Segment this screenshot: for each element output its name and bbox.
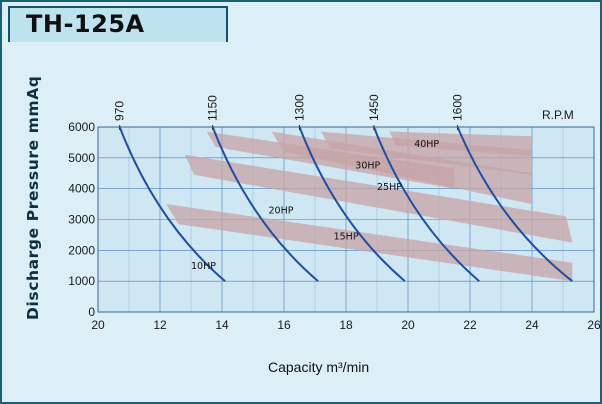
hp-band <box>389 131 532 157</box>
y-axis-label: Discharge Pressure mmAq <box>24 76 42 320</box>
x-tick-label: 22 <box>463 318 477 332</box>
x-tick-label: 20 <box>91 318 105 332</box>
x-tick-label: 20 <box>401 318 415 332</box>
plot-border <box>97 126 595 313</box>
hp-label: 20HP <box>269 205 294 216</box>
y-tick-label: 3000 <box>68 213 95 227</box>
rpm-label: 970 <box>113 101 127 121</box>
rpm-label: 1450 <box>367 94 381 121</box>
y-tick-label: 4000 <box>68 182 95 196</box>
hp-band <box>321 131 532 175</box>
x-axis-label: Capacity m³/min <box>268 359 369 375</box>
x-ticks: 20 12 14 16 18 20 22 24 26 <box>91 318 601 332</box>
rpm-axis-label: R.P.M <box>542 108 574 122</box>
rpm-curve <box>298 126 406 282</box>
x-tick-label: 24 <box>525 318 539 332</box>
rpm-curve <box>456 126 573 282</box>
hp-band <box>271 131 532 205</box>
rpm-labels: 970 1150 1300 1450 1600 <box>113 94 465 121</box>
chart-title: TH-125A <box>26 10 145 38</box>
hp-label: 10HP <box>191 261 216 272</box>
rpm-curve <box>118 126 226 282</box>
x-tick-label: 18 <box>339 318 353 332</box>
hp-bands <box>166 131 573 282</box>
hp-label: 25HP <box>377 182 402 193</box>
y-tick-label: 5000 <box>68 151 95 165</box>
y-tick-label: 6000 <box>68 120 95 134</box>
rpm-curve <box>211 126 319 282</box>
rpm-label: 1300 <box>293 94 307 121</box>
rpm-curve <box>372 126 480 282</box>
x-tick-label: 12 <box>153 318 167 332</box>
y-tick-label: 1000 <box>68 274 95 288</box>
rpm-label: 1600 <box>451 94 465 121</box>
hp-label: 30HP <box>355 161 380 172</box>
hp-label: 15HP <box>334 232 359 243</box>
title-tab <box>8 6 228 42</box>
rpm-label: 1150 <box>206 95 220 121</box>
hp-label: 40HP <box>414 139 439 150</box>
y-tick-label: 2000 <box>68 243 95 257</box>
x-tick-label: 16 <box>277 318 291 332</box>
hp-band <box>166 204 573 282</box>
y-ticks: 0 1000 2000 3000 4000 5000 6000 <box>68 120 95 319</box>
rpm-curves <box>118 125 573 282</box>
hp-band <box>184 154 573 243</box>
y-tick-label: 0 <box>88 305 95 319</box>
x-tick-label: 26 <box>587 318 601 332</box>
hp-labels: 10HP 15HP 20HP 25HP 30HP 40HP <box>191 139 439 272</box>
x-tick-label: 14 <box>215 318 229 332</box>
